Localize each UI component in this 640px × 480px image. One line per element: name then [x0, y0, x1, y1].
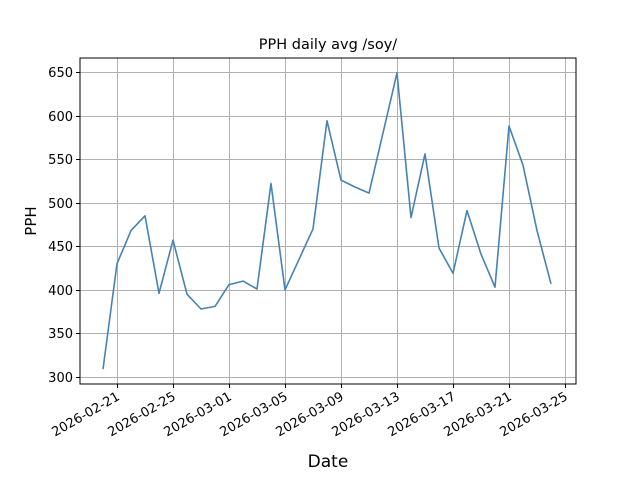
y-tick-label: 500 [48, 197, 73, 212]
y-tick-label: 450 [48, 240, 73, 255]
y-tick-label: 350 [48, 327, 73, 342]
chart-title: PPH daily avg /soy/ [259, 37, 398, 53]
y-tick-label: 650 [48, 66, 73, 81]
y-tick-label: 300 [48, 371, 73, 386]
y-tick-label: 400 [48, 284, 73, 299]
series-line [102, 72, 552, 370]
y-tick-label: 600 [48, 110, 73, 125]
y-axis-label: PPH [22, 206, 40, 235]
x-axis-label: Date [308, 452, 349, 472]
y-tick-label: 550 [48, 153, 73, 168]
y-axis-ticks: 300 350 400 450 500 550 600 650 [48, 66, 80, 386]
grid-lines [80, 58, 576, 384]
axes-frame [79, 57, 577, 385]
data-series [102, 72, 552, 370]
